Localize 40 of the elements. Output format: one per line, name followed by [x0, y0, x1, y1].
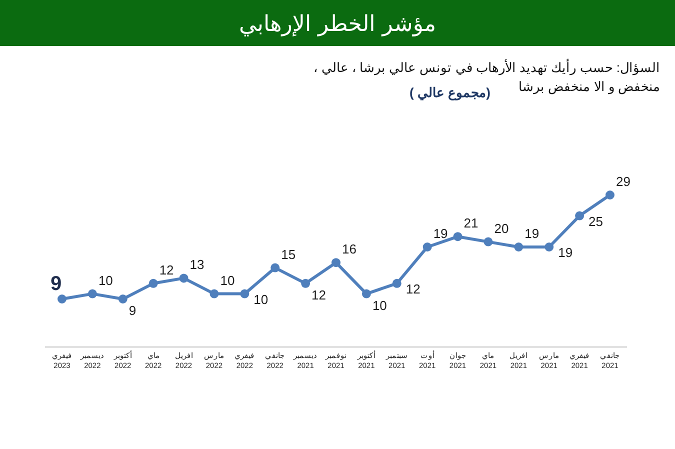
data-label: 12	[406, 281, 420, 296]
point	[422, 242, 432, 252]
point	[58, 294, 66, 304]
point	[270, 263, 280, 272]
data-label: 13	[190, 257, 204, 272]
data-label: 10	[254, 292, 268, 307]
data-label: 10	[220, 272, 235, 288]
text: (مجموع عالي )	[410, 85, 490, 101]
point	[210, 289, 219, 298]
data-label: 19	[558, 245, 573, 260]
data-label: 9	[128, 303, 136, 318]
data-label: 21	[464, 216, 478, 231]
point	[179, 274, 188, 283]
data-label: 15	[281, 246, 296, 262]
point	[148, 278, 158, 288]
point	[575, 211, 584, 220]
data-label: 19	[524, 226, 540, 241]
data-label: 16	[342, 242, 356, 257]
data-label: 29	[616, 174, 630, 189]
point	[484, 237, 493, 246]
point	[240, 289, 250, 298]
point	[514, 242, 524, 252]
point	[606, 190, 614, 200]
data-label: 25	[588, 214, 604, 229]
data-label: 12	[312, 287, 326, 302]
data-label: 19	[433, 226, 448, 241]
point	[88, 289, 97, 298]
point	[453, 232, 462, 242]
data-label: 9	[50, 273, 62, 295]
point	[118, 294, 128, 304]
point	[392, 278, 402, 288]
data-label: 10	[372, 298, 387, 313]
point	[362, 289, 371, 298]
data-label: 10	[98, 272, 113, 288]
point	[332, 258, 340, 268]
data-label: 20	[494, 220, 509, 236]
point	[544, 242, 554, 252]
point	[301, 278, 310, 288]
chart-title: مؤشر الخطر الإرهابي	[239, 12, 436, 37]
data-label: 12	[159, 262, 174, 278]
